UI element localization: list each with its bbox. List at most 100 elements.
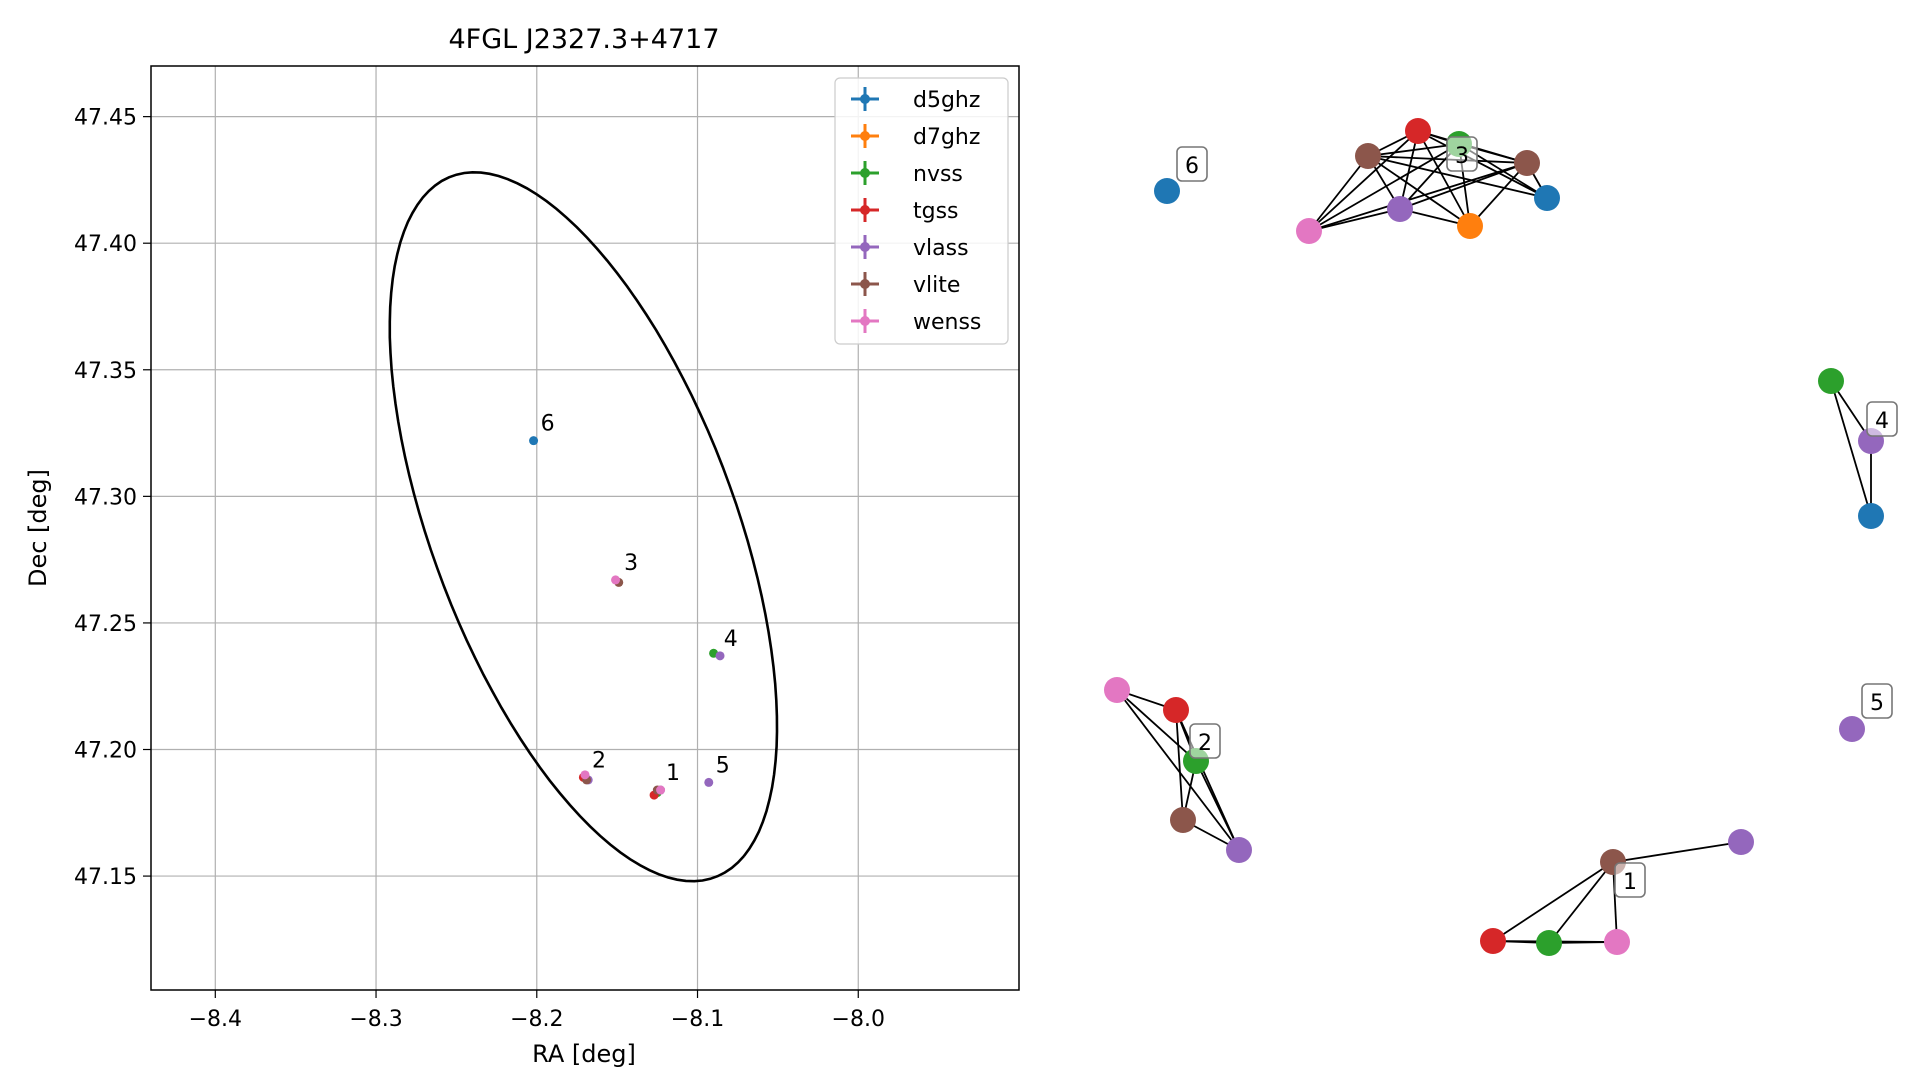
network-edge [1417, 130, 1471, 227]
point-label-2: 2 [592, 748, 606, 773]
network-node-d5ghz [1154, 178, 1180, 204]
point-d5ghz [529, 436, 539, 446]
legend-label: vlite [913, 273, 960, 298]
x-tick-label: −8.2 [510, 1007, 563, 1032]
network-node-wenss [1296, 218, 1322, 244]
network-edge [1308, 208, 1401, 232]
y-tick-label: 47.30 [74, 485, 137, 510]
grid [151, 66, 1019, 990]
legend-box [834, 77, 1009, 345]
network-label-box [1861, 683, 1893, 719]
network-node-d5ghz [1534, 185, 1560, 211]
network-edge [1492, 861, 1614, 942]
point-label-1: 1 [666, 761, 680, 786]
y-axis-label: Dec [deg] [24, 469, 52, 587]
legend-marker [860, 316, 870, 326]
network-edge [1308, 143, 1460, 232]
y-tick-label: 47.35 [74, 359, 137, 384]
legend-label: vlass [913, 236, 969, 261]
point-label-6: 6 [541, 412, 555, 437]
x-tick-label: −8.4 [189, 1007, 242, 1032]
network-edge [1417, 130, 1548, 199]
legend-marker [860, 94, 870, 104]
y-tick-label: 47.15 [74, 865, 137, 890]
y-tick-label: 47.20 [74, 739, 137, 764]
network-node-vlass [1728, 829, 1754, 855]
legend-marker [860, 168, 870, 178]
x-tick-label: −8.0 [832, 1007, 885, 1032]
error-ellipse [388, 170, 779, 883]
x-tick-label: −8.1 [671, 1007, 724, 1032]
network-edge [1195, 760, 1240, 851]
legend-label: nvss [913, 162, 963, 187]
network-edge [1469, 162, 1528, 227]
network-node-wenss [1104, 677, 1130, 703]
network-label-box [1176, 146, 1208, 182]
point-vlass [715, 651, 725, 661]
network-node-vlite [1514, 150, 1540, 176]
network-node-nvss [1818, 368, 1844, 394]
legend-label: tgss [913, 199, 959, 224]
uncertainty-ellipse [388, 170, 779, 883]
network-edge [1367, 155, 1548, 199]
network-edge [1116, 689, 1240, 851]
chart-title: 4FGL J2327.3+4717 [448, 24, 719, 55]
legend-marker [860, 205, 870, 215]
legend-label: d5ghz [913, 88, 980, 113]
network-edge [1308, 155, 1369, 232]
point-wenss [580, 770, 590, 780]
network-edge [1175, 709, 1184, 821]
legend-label: d7ghz [913, 125, 980, 150]
network-edge [1308, 130, 1419, 232]
network-label-1: 1 [1623, 870, 1637, 895]
y-tick-label: 47.40 [74, 232, 137, 257]
legend-marker [860, 279, 870, 289]
network-label-6: 6 [1185, 154, 1199, 179]
data-points [529, 436, 725, 800]
x-tick-label: −8.3 [349, 1007, 402, 1032]
network-label-box [1446, 136, 1478, 172]
x-axis-label: RA [deg] [532, 1040, 636, 1068]
legend-marker [860, 131, 870, 141]
point-label-3: 3 [624, 551, 638, 576]
network-edge [1308, 162, 1528, 232]
network-node-d7ghz [1457, 213, 1483, 239]
network-node-vlass [1226, 837, 1252, 863]
network-node-vlite [1355, 143, 1381, 169]
network-label-box [1866, 401, 1898, 437]
network-node-vlite [1170, 807, 1196, 833]
point-label-5: 5 [716, 753, 730, 778]
legend: d5ghz d7ghz nvss tgss vlass vlite wenss [834, 77, 1009, 345]
point-wenss [611, 575, 621, 585]
network-edge [1367, 155, 1471, 227]
y-ticks: 47.15 47.20 47.25 47.30 47.35 47.40 47.45 [74, 106, 151, 890]
point-label-4: 4 [724, 627, 738, 652]
network-edge [1399, 130, 1419, 210]
network-edge [1612, 841, 1742, 863]
network-label-5: 5 [1870, 691, 1884, 716]
network-label-box [1614, 862, 1646, 898]
network-edge [1399, 162, 1528, 210]
network-edge [1612, 861, 1618, 943]
plot-frame [150, 65, 1020, 991]
network-node-nvss [1536, 930, 1562, 956]
network-node-wenss [1604, 929, 1630, 955]
network-label-4: 4 [1875, 409, 1889, 434]
y-tick-label: 47.25 [74, 612, 137, 637]
network-edge [1548, 861, 1614, 944]
network-label-3: 3 [1455, 144, 1469, 169]
legend-label: wenss [913, 310, 981, 335]
network-node-tgss [1163, 697, 1189, 723]
network-node-d5ghz [1858, 503, 1884, 529]
x-ticks: −8.4 −8.3 −8.2 −8.1 −8.0 [189, 990, 885, 1032]
legend-marker [860, 242, 870, 252]
y-tick-label: 47.45 [74, 106, 137, 131]
network-edge [1116, 689, 1197, 762]
network-node-vlass [1387, 196, 1413, 222]
network-graph: 1 2 3 4 5 6 [1104, 118, 1898, 956]
network-node-tgss [1405, 118, 1431, 144]
network-label-box [1189, 723, 1221, 759]
network-node-tgss [1480, 928, 1506, 954]
network-node-vlass [1839, 716, 1865, 742]
